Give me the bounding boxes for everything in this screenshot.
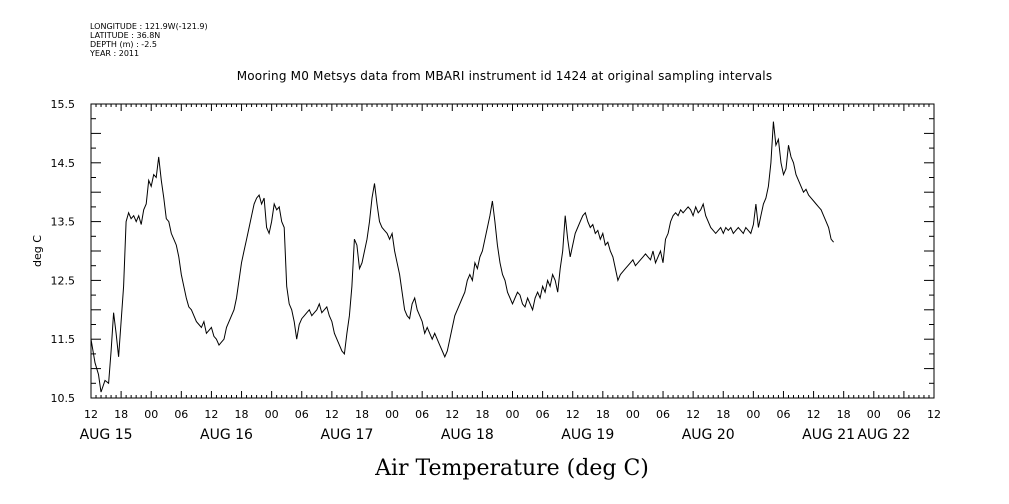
x-tick-label: 12 [807,408,821,421]
x-tick-label: 12 [927,408,941,421]
y-axis-label: deg C [31,235,44,267]
x-tick-label: 00 [626,408,640,421]
y-tick-label: 12.5 [51,274,76,287]
x-tick-label: 00 [385,408,399,421]
chart-title: Mooring M0 Metsys data from MBARI instru… [236,69,773,83]
x-tick-labels: 12 18 00 06 12 18 00 06 12 18 00 06 12 18 00 06 12 18 00 06… [84,408,941,421]
x-tick-label: 12 [445,408,459,421]
plot-frame [90,103,935,399]
x-tick-label: 06 [536,408,550,421]
x-tick-label: 06 [415,408,429,421]
x-tick-label: 06 [295,408,309,421]
date-label: AUG 16 [200,427,253,443]
date-label: AUG 15 [80,427,133,443]
air-temperature-line [90,121,834,393]
depth-label: DEPTH (m) : -2.5 [90,40,157,49]
date-labels: AUG 15 AUG 16 AUG 17 AUG 18 AUG 19 AUG 20 AUG … [80,427,911,443]
x-tick-label: 00 [506,408,520,421]
longitude-label: LONGITUDE : 121.9W(-121.9) [90,22,208,31]
x-tick-label: 18 [837,408,851,421]
date-label: AUG 17 [320,427,373,443]
x-tick-label: 00 [144,408,158,421]
year-label: YEAR : 2011 [90,49,140,58]
x-tick-label: 12 [686,408,700,421]
x-tick-label: 06 [897,408,911,421]
x-tick-label: 12 [84,408,98,421]
x-tick-label: 00 [867,408,881,421]
latitude-label: LATITUDE : 36.8N [90,31,161,40]
x-tick-label: 18 [355,408,369,421]
x-tick-label: 06 [174,408,188,421]
x-tick-label: 12 [566,408,580,421]
x-tick-label: 18 [114,408,128,421]
x-tick-label: 06 [656,408,670,421]
y-tick-label: 13.5 [51,216,76,229]
x-tick-label: 06 [776,408,790,421]
axis-ticks [90,103,935,399]
x-tick-label: 18 [596,408,610,421]
x-tick-label: 00 [746,408,760,421]
date-label: AUG 20 [682,427,735,443]
station-metadata: LONGITUDE : 121.9W(-121.9) LATITUDE : 36… [90,22,208,58]
x-tick-label: 12 [204,408,218,421]
x-tick-label: 12 [325,408,339,421]
x-tick-label: 18 [475,408,489,421]
y-tick-labels: 15.5 14.5 13.5 12.5 11.5 10.5 [51,98,76,405]
y-tick-label: 14.5 [51,157,76,170]
date-label: AUG 22 [857,427,910,443]
y-tick-label: 10.5 [51,392,76,405]
date-label: AUG 18 [441,427,494,443]
x-axis-title: Air Temperature (deg C) [374,456,649,481]
y-tick-label: 11.5 [51,333,76,346]
x-tick-label: 00 [265,408,279,421]
date-label: AUG 21 [802,427,855,443]
y-tick-label: 15.5 [51,98,76,111]
x-tick-label: 18 [716,408,730,421]
x-tick-label: 18 [235,408,249,421]
date-label: AUG 19 [561,427,614,443]
